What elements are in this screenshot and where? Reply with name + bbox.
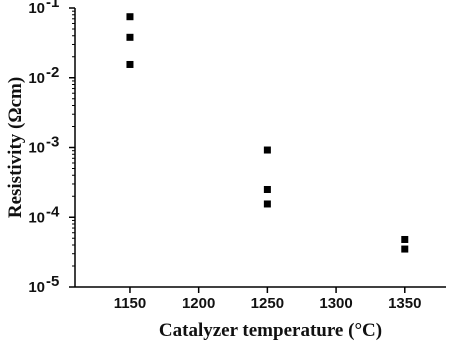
data-point	[263, 146, 271, 154]
y-tick-label: 10	[28, 70, 45, 87]
plot-area	[74, 8, 446, 288]
data-point	[126, 60, 134, 68]
x-tick-label: 1250	[251, 295, 284, 312]
data-point	[401, 245, 409, 253]
y-tick-label: 10	[28, 209, 45, 226]
y-tick-exponent: -1	[46, 0, 59, 11]
x-tick-label: 1300	[319, 295, 352, 312]
x-axis-title: Catalyzer temperature (°C)	[159, 320, 382, 341]
y-axis-title: Resistivity (Ωcm)	[5, 77, 26, 218]
data-point	[263, 200, 271, 208]
x-axis: 1150 1200 1250 1300 1350	[114, 287, 421, 312]
x-tick-label: 1200	[182, 295, 215, 312]
y-tick-label: 10	[28, 0, 45, 17]
y-tick-exponent: -4	[46, 203, 60, 220]
data-point	[401, 235, 409, 243]
data-point	[126, 33, 134, 41]
data-points	[126, 13, 409, 253]
x-tick-label: 1350	[388, 295, 421, 312]
y-tick-label: 10	[28, 279, 45, 296]
y-tick-label: 10	[28, 140, 45, 157]
data-point	[263, 185, 271, 193]
y-tick-exponent: -3	[46, 134, 59, 151]
y-tick-exponent: -5	[46, 273, 59, 290]
y-tick-exponent: -2	[46, 64, 59, 81]
y-axis: 10-110-210-310-410-5	[28, 0, 75, 296]
x-tick-label: 1150	[114, 295, 147, 312]
data-point	[126, 13, 134, 21]
